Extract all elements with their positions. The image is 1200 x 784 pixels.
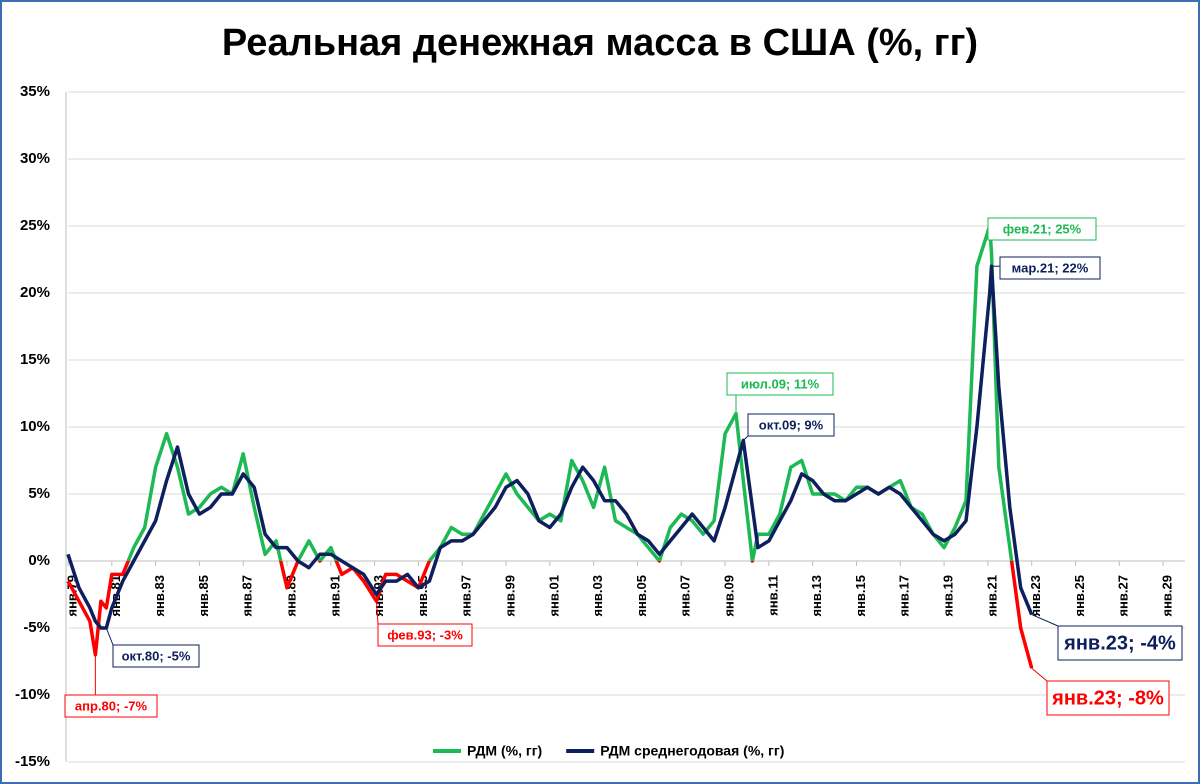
annotation-label: янв.23; -8% — [1051, 687, 1164, 709]
y-tick-label: 15% — [20, 351, 50, 368]
x-tick-label: янв.97 — [459, 575, 474, 617]
x-tick-label: янв.83 — [152, 575, 167, 617]
x-tick-label: янв.09 — [721, 575, 736, 617]
annotation-leader — [1031, 614, 1059, 627]
y-tick-label: 35% — [20, 83, 50, 100]
x-tick-label: янв.17 — [897, 575, 912, 617]
y-tick-label: -15% — [15, 753, 50, 770]
annotation-leader — [375, 601, 379, 625]
x-tick-label: янв.25 — [1072, 575, 1087, 617]
annotation-label: фев.21; 25% — [1003, 221, 1082, 236]
annotation-label: июл.09; 11% — [741, 376, 820, 391]
x-tick-label: янв.13 — [809, 575, 824, 617]
y-tick-label: -5% — [23, 619, 50, 636]
annotation-label: окт.09; 9% — [759, 417, 824, 432]
annotation-box — [112, 644, 200, 668]
annotation-box — [64, 694, 158, 718]
y-tick-label: 10% — [20, 418, 50, 435]
annotation-box — [726, 372, 834, 396]
y-tick-label: 25% — [20, 217, 50, 234]
annotation-label: окт.80; -5% — [122, 648, 191, 663]
x-tick-label: янв.23 — [1028, 575, 1043, 617]
x-tick-label: янв.29 — [1160, 575, 1175, 617]
x-tick-label: янв.99 — [502, 575, 517, 617]
x-tick-label: янв.19 — [941, 575, 956, 617]
legend-label: РДМ (%, гг) — [467, 743, 542, 759]
x-tick-label: янв.87 — [240, 575, 255, 617]
annotation-label: янв.23; -4% — [1063, 632, 1176, 654]
x-tick-label: янв.07 — [678, 575, 693, 617]
chart-title: Реальная денежная масса в США (%, гг) — [222, 22, 978, 64]
annotation-label: апр.80; -7% — [75, 698, 148, 713]
annotation-leader — [1031, 667, 1048, 682]
x-tick-label: янв.11 — [765, 575, 780, 616]
y-tick-label: 0% — [28, 552, 50, 569]
y-tick-label: 20% — [20, 284, 50, 301]
x-tick-label: янв.79 — [64, 575, 79, 617]
y-tick-label: 5% — [28, 485, 50, 502]
y-tick-label: -10% — [15, 686, 50, 703]
x-tick-label: янв.91 — [327, 575, 342, 617]
annotation-box — [1046, 680, 1170, 716]
x-tick-label: янв.01 — [546, 575, 561, 617]
legend-label: РДМ среднегодовая (%, гг) — [600, 743, 784, 759]
annotation-box — [999, 256, 1101, 280]
annotation-box — [987, 217, 1097, 241]
series-line — [66, 264, 1034, 630]
x-tick-label: янв.85 — [196, 575, 211, 617]
annotation-leader — [742, 435, 749, 441]
y-tick-label: 30% — [20, 150, 50, 167]
annotation-box — [1057, 625, 1183, 661]
annotation-label: фев.93; -3% — [387, 627, 463, 642]
annotation-leader — [105, 627, 114, 646]
x-tick-label: янв.27 — [1116, 575, 1131, 617]
annotation-box — [747, 413, 835, 437]
x-tick-label: янв.21 — [984, 575, 999, 617]
x-tick-label: янв.03 — [590, 575, 605, 617]
annotation-box — [377, 623, 473, 647]
annotation-label: мар.21; 22% — [1012, 260, 1089, 275]
x-tick-label: янв.05 — [634, 575, 649, 617]
x-tick-label: янв.15 — [853, 575, 868, 617]
